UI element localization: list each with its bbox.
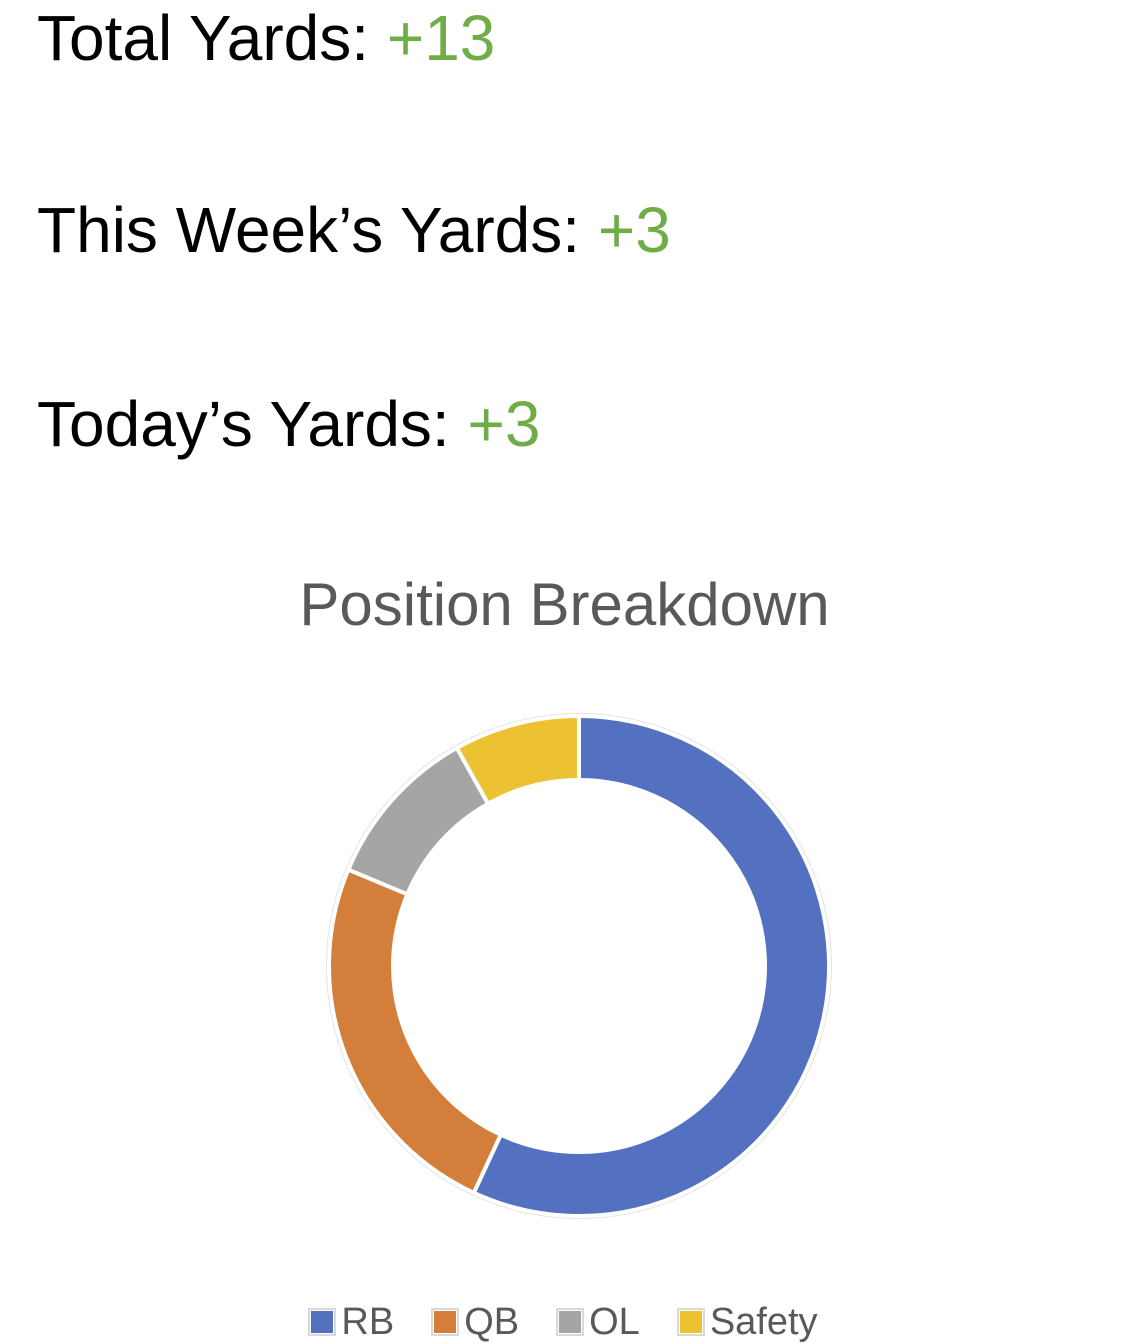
donut-slice-qb	[327, 866, 504, 1196]
week-yards-stat: This Week’s Yards: +3	[37, 198, 671, 262]
today-yards-value: +3	[467, 388, 541, 460]
today-yards-label: Today’s Yards:	[37, 388, 468, 460]
today-yards-stat: Today’s Yards: +3	[37, 392, 540, 456]
donut-slices	[327, 713, 831, 1218]
donut-slice-safety	[454, 713, 581, 807]
legend-label-qb: QB	[464, 1301, 520, 1343]
legend-item-rb: RB	[308, 1301, 395, 1343]
week-yards-value: +3	[597, 194, 671, 266]
total-yards-label: Total Yards:	[37, 2, 387, 74]
chart-title: Position Breakdown	[299, 571, 830, 638]
donut-chart	[326, 713, 832, 1219]
total-yards-stat: Total Yards: +13	[37, 6, 495, 70]
legend-swatch-safety	[676, 1308, 705, 1336]
week-yards-label: This Week’s Yards:	[37, 194, 598, 266]
legend-swatch-ol	[556, 1308, 585, 1336]
legend-item-safety: Safety	[676, 1301, 818, 1343]
total-yards-value: +13	[386, 2, 496, 74]
donut-slice-rb	[471, 713, 831, 1218]
legend-swatch-qb	[431, 1308, 460, 1336]
legend-item-ol: OL	[556, 1301, 640, 1343]
chart-legend: RB QB OL Safety	[0, 1300, 1129, 1344]
legend-label-ol: OL	[589, 1301, 640, 1343]
legend-label-safety: Safety	[709, 1301, 818, 1343]
legend-label-rb: RB	[341, 1301, 395, 1343]
legend-item-qb: QB	[431, 1301, 520, 1343]
legend-swatch-rb	[308, 1308, 337, 1336]
